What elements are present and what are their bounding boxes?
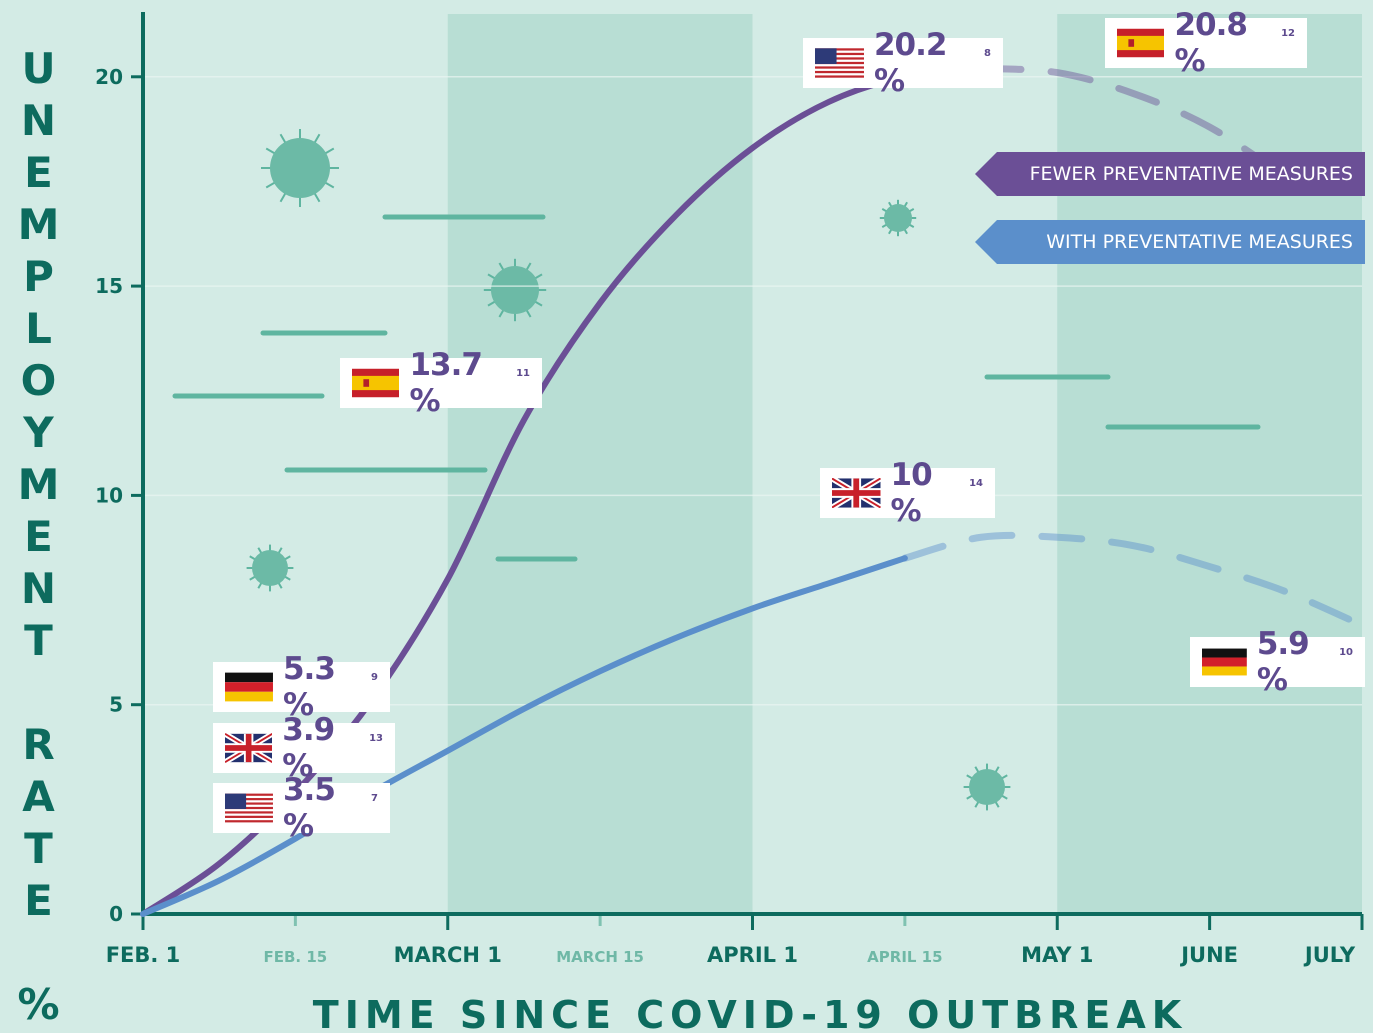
band bbox=[1057, 14, 1362, 914]
flag-icon bbox=[225, 672, 273, 702]
data-label-text: 5.9 % bbox=[1257, 626, 1339, 698]
footnote-ref: 11 bbox=[516, 368, 530, 379]
data-label-text: 13.7 % bbox=[409, 347, 516, 419]
data-label: 20.2 %8 bbox=[803, 38, 1003, 88]
x-minor-tick-label: FEB. 15 bbox=[264, 948, 328, 966]
data-label: 3.9 %13 bbox=[213, 723, 395, 773]
virus-body bbox=[252, 550, 288, 586]
virus-body bbox=[270, 138, 330, 198]
flag-icon bbox=[1117, 28, 1164, 58]
flag-icon bbox=[225, 733, 272, 763]
virus-icon bbox=[247, 545, 294, 592]
y-tick-label: 5 bbox=[109, 693, 123, 717]
y-tick-label: 10 bbox=[95, 483, 123, 507]
x-minor-tick-label: APRIL 15 bbox=[867, 948, 942, 966]
footnote-ref: 7 bbox=[371, 793, 378, 804]
data-label-text: 20.8 % bbox=[1174, 7, 1281, 79]
x-tick-label: MAY 1 bbox=[1021, 943, 1093, 967]
flag-icon bbox=[352, 368, 399, 398]
flag-icon bbox=[1202, 647, 1247, 677]
flag-icon bbox=[832, 478, 881, 508]
data-label: 5.3 %9 bbox=[213, 662, 390, 712]
legend-item: FEWER PREVENTATIVE MEASURES bbox=[975, 152, 1365, 196]
data-label: 5.9 %10 bbox=[1190, 637, 1365, 687]
x-axis-title: TIME SINCE COVID-19 OUTBREAK bbox=[313, 993, 1187, 1033]
virus-body bbox=[491, 266, 539, 314]
x-tick-label: JULY bbox=[1303, 943, 1356, 967]
virus-icon bbox=[261, 129, 339, 207]
x-tick-label: MARCH 1 bbox=[394, 943, 502, 967]
data-label: 13.7 %11 bbox=[340, 358, 542, 408]
virus-body bbox=[969, 769, 1005, 805]
data-label-text: 3.5 % bbox=[283, 772, 371, 844]
y-axis-label: UNEMPLOYMENT RATE % bbox=[14, 44, 63, 1032]
y-tick-label: 15 bbox=[95, 274, 123, 298]
flag-icon bbox=[815, 48, 864, 78]
data-label: 10 %14 bbox=[820, 468, 995, 518]
legend-item: WITH PREVENTATIVE MEASURES bbox=[975, 220, 1365, 264]
footnote-ref: 8 bbox=[984, 48, 991, 59]
footnote-ref: 13 bbox=[369, 733, 383, 744]
band bbox=[448, 14, 753, 914]
x-tick-label: FEB. 1 bbox=[106, 943, 181, 967]
y-tick-label: 0 bbox=[109, 902, 123, 926]
data-label: 20.8 %12 bbox=[1105, 18, 1307, 68]
data-label-text: 20.2 % bbox=[874, 27, 984, 99]
footnote-ref: 9 bbox=[371, 672, 378, 683]
x-minor-tick-label: MARCH 15 bbox=[556, 948, 644, 966]
data-label: 3.5 %7 bbox=[213, 783, 390, 833]
virus-icon bbox=[880, 200, 916, 236]
y-tick-label: 20 bbox=[95, 65, 123, 89]
flag-icon bbox=[225, 793, 273, 823]
footnote-ref: 14 bbox=[969, 478, 983, 489]
footnote-ref: 10 bbox=[1339, 647, 1353, 658]
footnote-ref: 12 bbox=[1281, 28, 1295, 39]
x-tick-label: JUNE bbox=[1179, 943, 1238, 967]
page: 0 5 10 15 20 FEB. 1 MARCH 1 APRIL 1 MAY 1 JUNE JUL… bbox=[0, 0, 1373, 1033]
data-label-text: 10 % bbox=[891, 457, 970, 529]
x-tick-label: APRIL 1 bbox=[707, 943, 798, 967]
virus-body bbox=[884, 204, 912, 232]
virus-icon bbox=[964, 764, 1011, 811]
